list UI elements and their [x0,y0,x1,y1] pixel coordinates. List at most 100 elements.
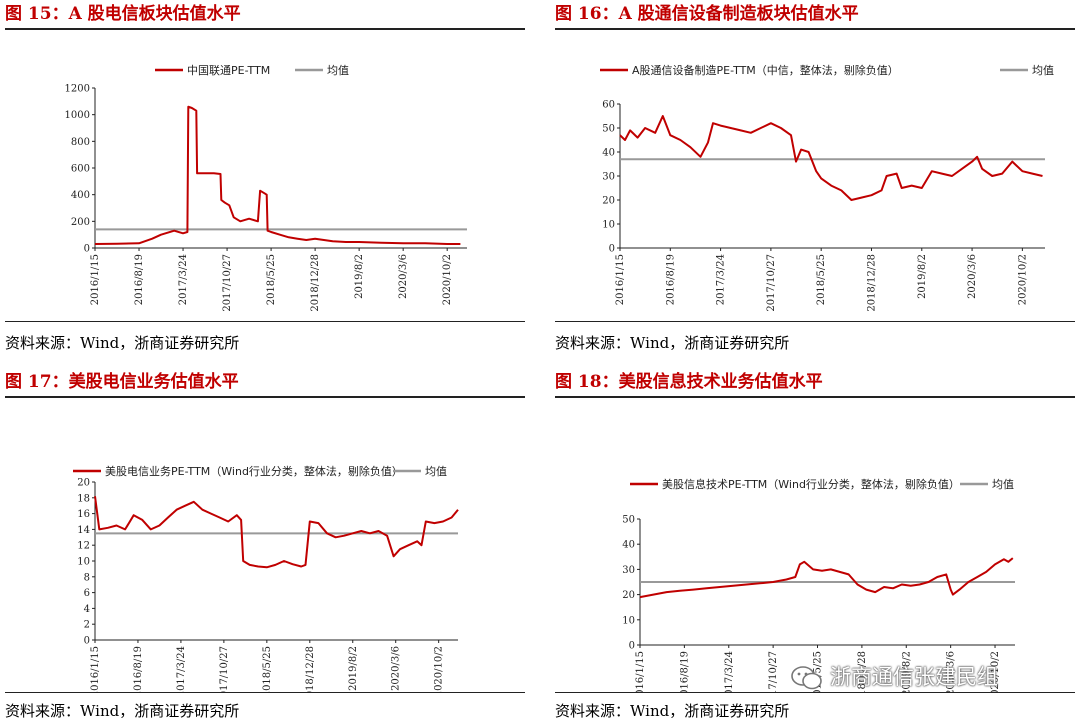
x-tick-label: 2017/10/27 [768,651,779,692]
chart-title: 图 15：A 股电信板块估值水平 [5,0,525,30]
source-note: 资料来源：Wind，浙商证券研究所 [555,702,790,720]
y-tick-label: 200 [71,217,90,228]
y-tick-label: 800 [71,137,90,148]
x-tick-label: 2020/3/6 [967,254,978,299]
x-tick-label: 2017/3/24 [178,254,189,305]
y-tick-label: 20 [602,196,615,207]
y-tick-label: 0 [609,244,615,255]
series-line [639,557,1014,599]
line-chart-svg: 0 10 20 30 40 50 60 2016/1/15 2016/8/19 2017/3/24… [600,63,1054,312]
chart-area: 0 10 20 30 40 50 2016/1/15 2016/8/19 2017/3/24 20… [555,402,1075,693]
x-tick-label: 2020/10/2 [434,646,445,692]
y-tick-label: 10 [77,557,90,568]
x-tick-label: 2017/3/24 [716,254,727,305]
x-tick-label: 2017/3/24 [176,646,187,692]
x-tick-label: 2017/10/27 [219,646,230,692]
legend-label-mean: 均值 [1032,64,1054,77]
source-note: 资料来源：Wind，浙商证券研究所 [5,334,240,352]
x-tick-label: 2018/5/25 [813,651,824,692]
y-tick-label: 6 [84,588,90,599]
y-tick-label: 1000 [65,110,90,121]
x-tick-label: 2020/3/6 [391,646,402,691]
series-line [94,496,459,569]
x-tick-label: 2019/8/2 [354,254,365,299]
y-tick-label: 16 [77,509,90,520]
line-chart-svg: 0 200 400 600 800 1000 1200 2016/1/15 2016/8/19 2… [65,64,467,312]
series-line [619,115,1043,201]
y-tick-label: 600 [71,164,90,175]
x-tick-label: 2018/5/25 [816,254,827,305]
wechat-icon [791,666,822,690]
line-chart-svg: 0 10 20 30 40 50 2016/1/15 2016/8/19 2017/3/24 20… [622,477,1015,692]
chart-panel-15: 图 15：A 股电信板块估值水平 0 200 400 600 800 1000 1200 20… [5,0,525,362]
x-tick-label: 2016/1/15 [635,651,646,692]
y-tick-label: 40 [602,148,615,159]
x-tick-label: 2020/10/2 [990,651,1001,692]
series-line [94,105,461,245]
y-tick-label: 0 [84,244,90,255]
chart-title: 图 16：A 股通信设备制造板块估值水平 [555,0,1075,30]
legend-label-series: 美股电信业务PE-TTM（Wind行业分类，整体法，剔除负值） [105,464,403,478]
y-tick-label: 20 [622,590,635,601]
legend-label-series: A股通信设备制造PE-TTM（中信，整体法，剔除负值） [632,63,899,77]
watermark-text: 浙商通信张建民组 [830,665,998,689]
legend-label-mean: 均值 [992,478,1014,491]
chart-area: 0 200 400 600 800 1000 1200 2016/1/15 2016/8/19 2… [5,34,525,322]
y-tick-label: 20 [77,478,90,489]
legend-label-mean: 均值 [425,465,447,478]
x-tick-label: 2018/12/28 [857,651,868,692]
x-tick-label: 2016/8/19 [133,646,144,692]
chart-panel-18: 图 18：美股信息技术业务估值水平 0 10 20 30 40 50 2016/1/15 20… [555,368,1075,723]
chart-area: 0 10 20 30 40 50 60 2016/1/15 2016/8/19 2017/3/24… [555,34,1075,322]
x-tick-label: 2020/10/2 [442,254,453,305]
y-tick-label: 30 [622,565,635,576]
source-note: 资料来源：Wind，浙商证券研究所 [555,334,790,352]
x-tick-label: 2020/3/6 [398,254,409,299]
chart-title: 图 18：美股信息技术业务估值水平 [555,368,1075,398]
x-tick-label: 2016/1/15 [90,254,101,305]
x-tick-label: 2018/12/28 [866,254,877,312]
y-tick-label: 50 [602,124,615,135]
x-tick-label: 2017/3/24 [724,651,735,692]
x-tick-label: 2020/3/6 [946,651,957,692]
x-tick-label: 2018/12/28 [305,646,316,692]
y-tick-label: 18 [77,493,90,504]
x-tick-label: 2019/8/2 [348,646,359,691]
y-tick-label: 10 [622,615,635,626]
chart-panel-17: 图 17：美股电信业务估值水平 0 2 4 6 8 10 12 14 16 18 20 2016/1/… [5,368,525,723]
x-tick-label: 2016/1/15 [615,254,626,305]
legend-label-mean: 均值 [327,64,349,77]
x-tick-label: 2018/5/25 [266,254,277,305]
y-tick-label: 0 [629,641,635,652]
chart-area: 0 2 4 6 8 10 12 14 16 18 20 2016/1/15 2016/8/19 2017/… [5,402,525,693]
x-tick-label: 2017/10/27 [222,254,233,312]
y-tick-label: 50 [622,515,635,526]
x-tick-label: 2016/8/19 [679,651,690,692]
x-tick-label: 2018/12/28 [310,254,321,312]
y-tick-label: 4 [84,604,90,615]
x-tick-label: 2016/8/19 [134,254,145,305]
y-tick-label: 2 [84,620,90,631]
x-tick-label: 2019/8/2 [917,254,928,299]
x-tick-label: 2017/10/27 [766,254,777,312]
legend-label-series: 美股信息技术PE-TTM（Wind行业分类，整体法，剔除负值） [662,477,960,491]
y-tick-label: 400 [71,190,90,201]
y-tick-label: 0 [84,636,90,647]
y-tick-label: 14 [77,525,90,536]
x-tick-label: 2016/1/15 [90,646,101,692]
source-note: 资料来源：Wind，浙商证券研究所 [5,702,240,720]
x-tick-label: 2019/8/2 [901,651,912,692]
chart-panel-16: 图 16：A 股通信设备制造板块估值水平 0 10 20 30 40 50 60 2016/1… [555,0,1075,362]
y-tick-label: 8 [84,572,90,583]
legend-label-series: 中国联通PE-TTM [187,64,270,77]
line-chart-svg: 0 2 4 6 8 10 12 14 16 18 20 2016/1/15 2016/8/19 2017/… [73,464,459,692]
x-tick-label: 2016/8/19 [665,254,676,305]
watermark: 浙商通信张建民组 [790,661,998,693]
y-tick-label: 40 [622,540,635,551]
y-tick-label: 12 [77,541,90,552]
chart-title: 图 17：美股电信业务估值水平 [5,368,525,398]
y-tick-label: 60 [602,100,615,111]
y-tick-label: 10 [602,220,615,231]
y-tick-label: 1200 [65,84,90,95]
x-tick-label: 2018/5/25 [262,646,273,692]
